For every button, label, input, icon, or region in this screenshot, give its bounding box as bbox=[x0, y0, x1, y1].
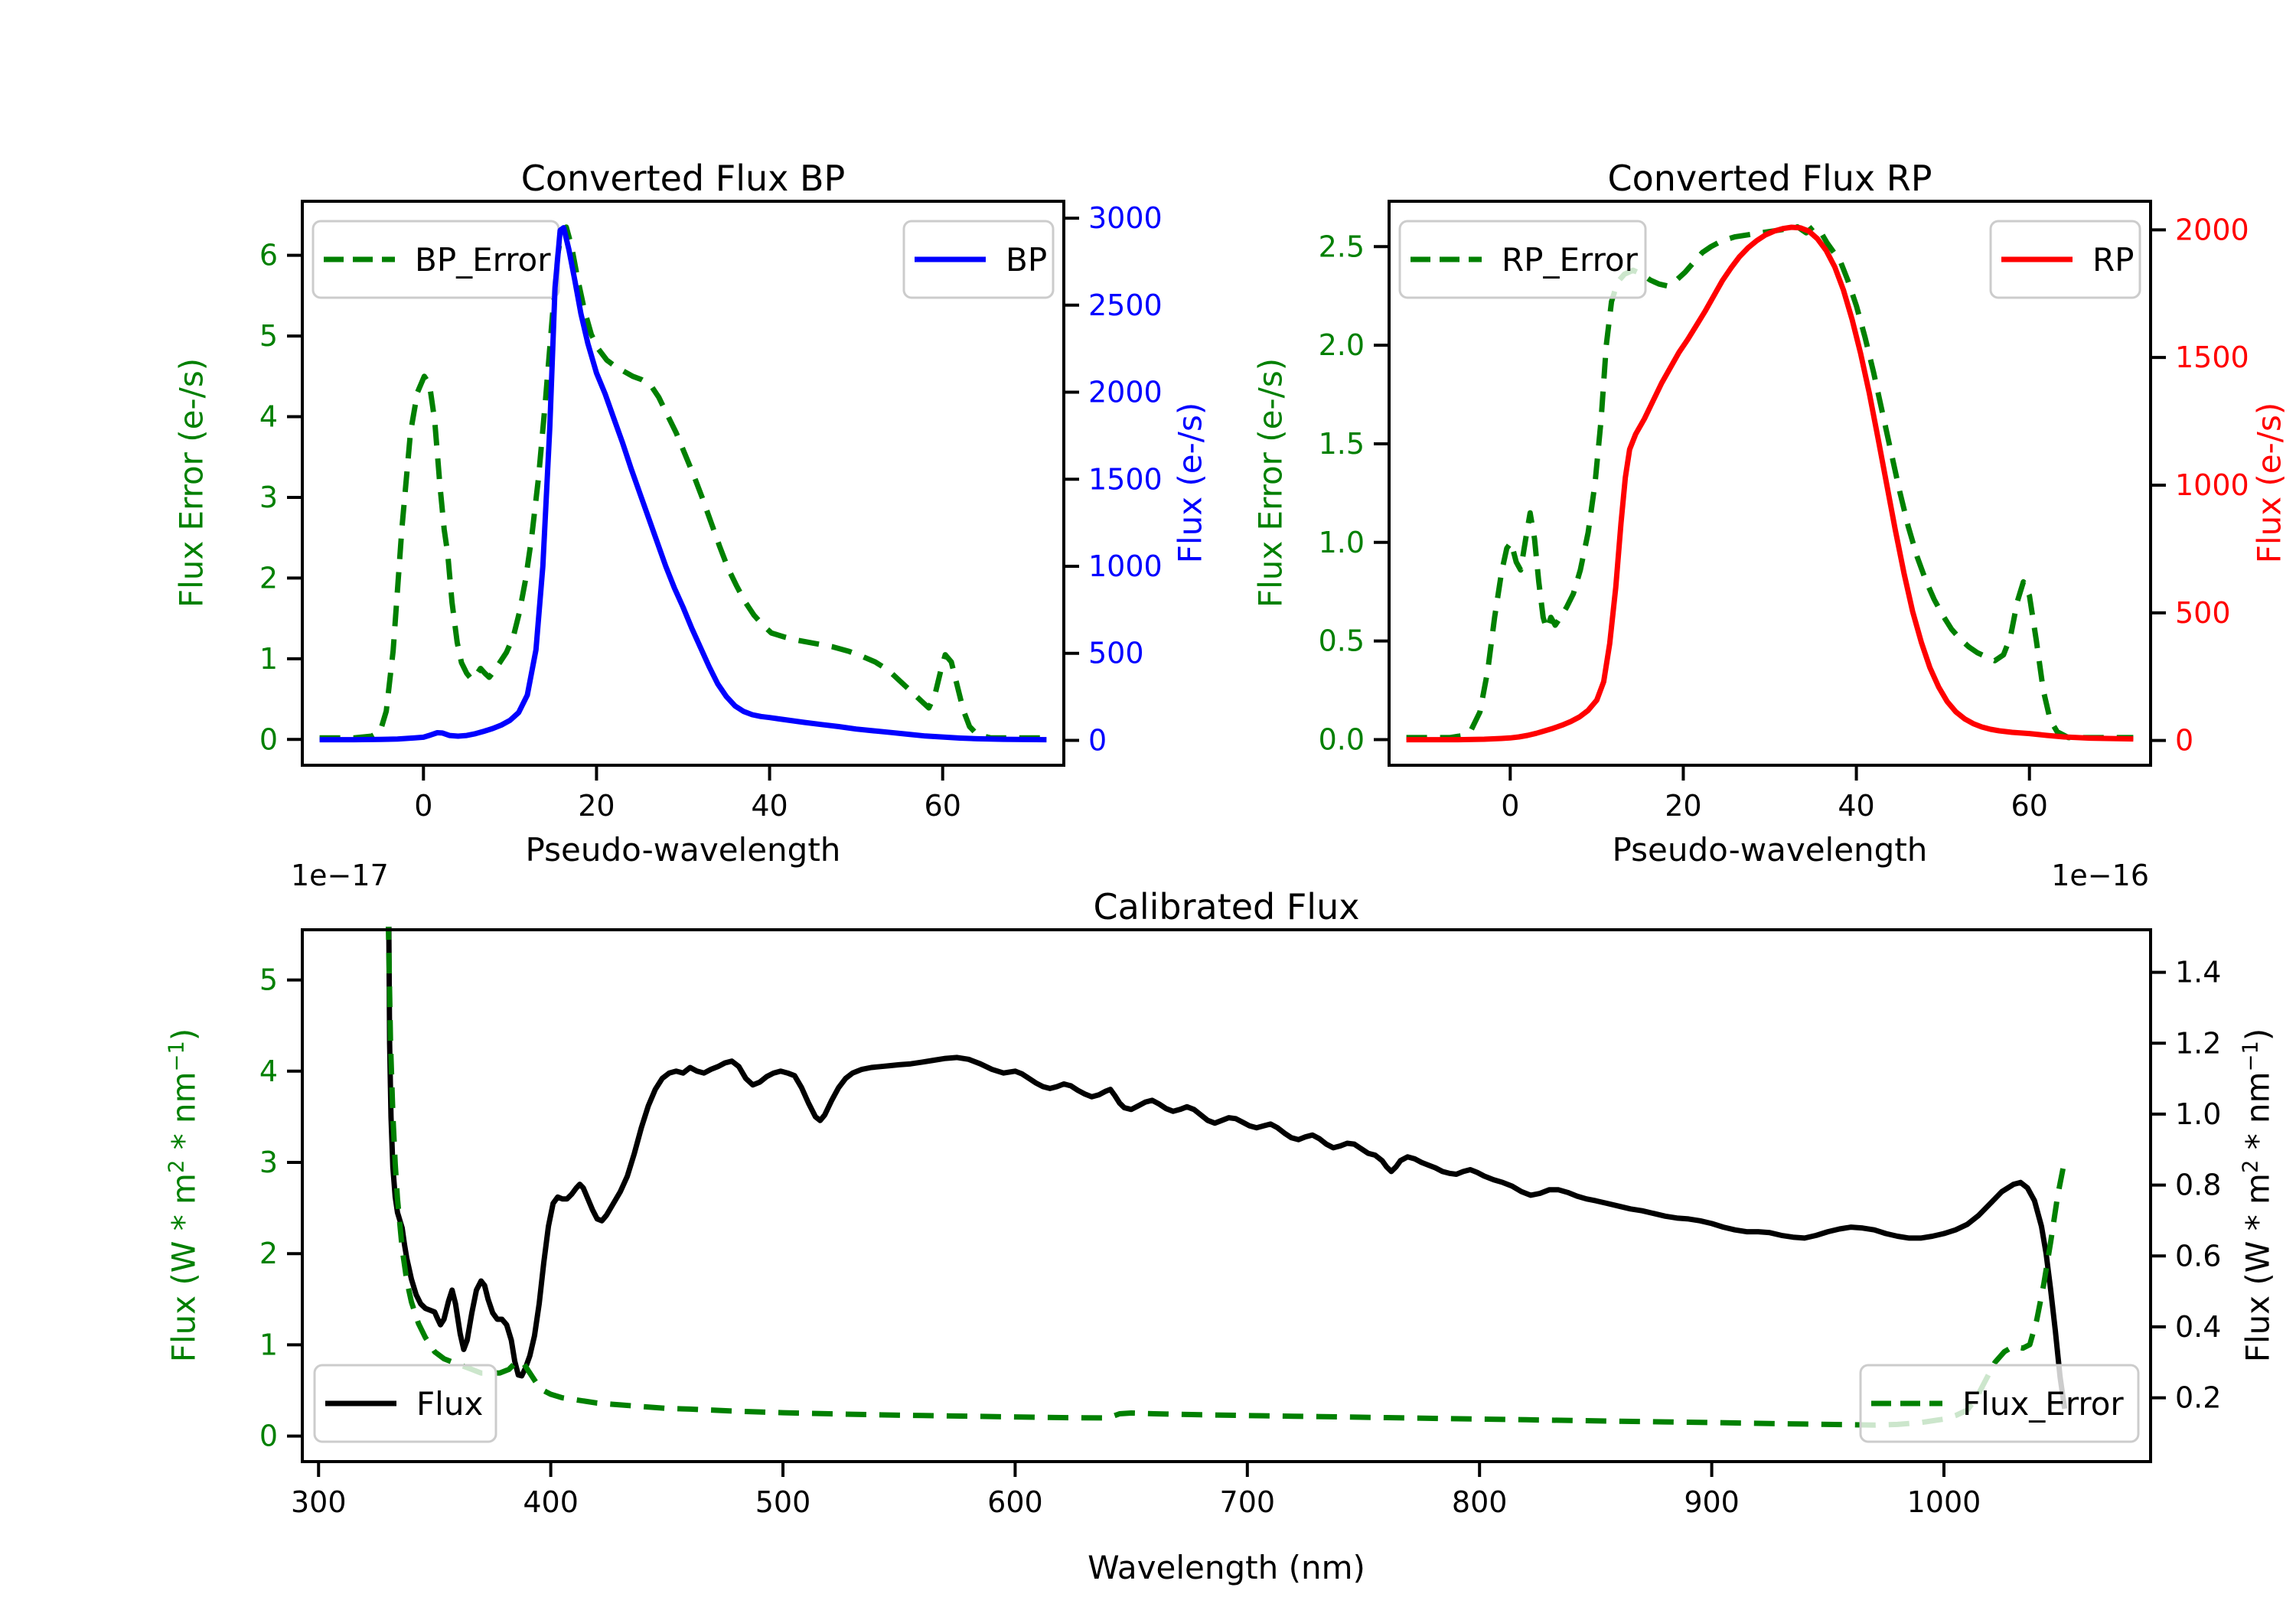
bp-curve bbox=[319, 225, 1047, 743]
tick-label: 5 bbox=[259, 319, 278, 353]
rp-error-legend: RP_Error bbox=[1398, 220, 1647, 299]
tick-label: 1.2 bbox=[2175, 1026, 2221, 1060]
bp-legend: BP bbox=[902, 220, 1055, 299]
bp-ylabel-left: Flux Error (e-/s) bbox=[172, 357, 210, 608]
tick-label: 1500 bbox=[1088, 462, 1163, 496]
tick-label: 60 bbox=[925, 789, 961, 823]
cal-right-offset: 1e−16 bbox=[2051, 859, 2149, 892]
tick-label: 1000 bbox=[1907, 1485, 1981, 1519]
flux-error-legend: Flux_Error bbox=[1859, 1364, 2140, 1443]
tick-label: 800 bbox=[1452, 1485, 1508, 1519]
tick-label: 1.0 bbox=[1319, 526, 1365, 559]
tick-label: 3 bbox=[259, 1146, 278, 1179]
rp-ticks: 0 20 40 60 0.0 0.5 1.0 1.5 2.0 2.5 0 500 1000 1500 200… bbox=[1319, 213, 2249, 823]
tick-label: 6 bbox=[259, 239, 278, 272]
tick-label: 1500 bbox=[2175, 341, 2249, 374]
cal-ylabel-left: Flux (W * m2 * nm−1) bbox=[165, 1028, 203, 1363]
bp-title: Converted Flux BP bbox=[520, 158, 846, 199]
tick-label: 40 bbox=[751, 789, 788, 823]
tick-label: 60 bbox=[2011, 789, 2048, 823]
cal-ylabel-right: Flux (W * m2 * nm−1) bbox=[2239, 1028, 2277, 1363]
bp-ylabel-right: Flux (e-/s) bbox=[1171, 402, 1209, 564]
rp-ylabel-right: Flux (e-/s) bbox=[2250, 402, 2288, 564]
tick-label: 0 bbox=[414, 789, 432, 823]
tick-label: 0.6 bbox=[2175, 1239, 2221, 1273]
cal-chart: 300 400 500 600 700 800 900 1000 0 1 2 3 4 5 0.2 0.4 0.6… bbox=[259, 927, 2221, 1519]
bp-xlabel: Pseudo-wavelength bbox=[525, 831, 841, 869]
tick-label: 0.5 bbox=[1319, 624, 1365, 658]
cal-ticks: 300 400 500 600 700 800 900 1000 0 1 2 3 4 5 0.2 0.4 0.6… bbox=[259, 956, 2222, 1519]
legend-label: Flux_Error bbox=[1962, 1385, 2124, 1423]
tick-label: 0.2 bbox=[2175, 1381, 2221, 1415]
tick-label: 1000 bbox=[1088, 549, 1163, 583]
legend-label: Flux bbox=[416, 1385, 483, 1423]
rp-chart: 0 20 40 60 0.0 0.5 1.0 1.5 2.0 2.5 0 500 1000 1500 200… bbox=[1319, 200, 2249, 823]
flux-error-curve bbox=[385, 927, 2068, 1428]
tick-label: 500 bbox=[755, 1485, 811, 1519]
tick-label: 500 bbox=[2175, 596, 2231, 630]
bp-error-legend: BP_Error bbox=[311, 220, 560, 299]
bp-error-curve bbox=[319, 224, 1047, 741]
tick-label: 1000 bbox=[2175, 468, 2249, 502]
tick-label: 2.5 bbox=[1319, 230, 1365, 263]
tick-label: 600 bbox=[987, 1485, 1043, 1519]
tick-label: 4 bbox=[259, 400, 278, 434]
tick-label: 300 bbox=[291, 1485, 347, 1519]
tick-label: 40 bbox=[1838, 789, 1874, 823]
cal-axes-spines bbox=[301, 928, 2152, 1463]
rp-title: Converted Flux RP bbox=[1607, 158, 1932, 199]
tick-label: 0 bbox=[259, 1420, 278, 1453]
rp-curve bbox=[1406, 224, 2134, 743]
tick-label: 20 bbox=[578, 789, 615, 823]
legend-label: RP_Error bbox=[1502, 241, 1639, 279]
tick-label: 1 bbox=[259, 642, 278, 676]
tick-label: 0.8 bbox=[2175, 1169, 2221, 1202]
tick-label: 0.0 bbox=[1319, 723, 1365, 757]
tick-label: 1.0 bbox=[2175, 1097, 2221, 1131]
flux-legend: Flux bbox=[313, 1364, 497, 1443]
tick-label: 20 bbox=[1665, 789, 1701, 823]
tick-label: 1.5 bbox=[1319, 427, 1365, 461]
tick-label: 0 bbox=[1088, 723, 1107, 757]
rp-xlabel: Pseudo-wavelength bbox=[1612, 831, 1928, 869]
tick-label: 2500 bbox=[1088, 288, 1163, 322]
tick-label: 0.4 bbox=[2175, 1310, 2221, 1344]
tick-label: 3000 bbox=[1088, 201, 1163, 235]
tick-label: 500 bbox=[1088, 637, 1144, 670]
tick-label: 2 bbox=[259, 1237, 278, 1270]
cal-title: Calibrated Flux bbox=[1093, 886, 1360, 927]
rp-legend: RP bbox=[1989, 220, 2141, 299]
tick-label: 1.4 bbox=[2175, 956, 2221, 989]
legend-label: BP_Error bbox=[415, 241, 551, 279]
tick-label: 0 bbox=[2175, 724, 2193, 758]
tick-label: 400 bbox=[523, 1485, 579, 1519]
tick-label: 2000 bbox=[2175, 213, 2249, 246]
bp-axes-spines bbox=[301, 200, 1065, 767]
tick-label: 3 bbox=[259, 481, 278, 514]
legend-label: BP bbox=[1006, 241, 1047, 279]
rp-error-curve bbox=[1406, 224, 2134, 741]
tick-label: 0 bbox=[259, 722, 278, 756]
flux-curve bbox=[386, 927, 2068, 1410]
tick-label: 2000 bbox=[1088, 376, 1163, 409]
cal-xlabel: Wavelength (nm) bbox=[1088, 1549, 1365, 1586]
tick-label: 900 bbox=[1684, 1485, 1740, 1519]
rp-ylabel-left: Flux Error (e-/s) bbox=[1251, 357, 1290, 608]
tick-label: 5 bbox=[259, 963, 278, 997]
tick-label: 0 bbox=[1501, 789, 1519, 823]
tick-label: 1 bbox=[259, 1328, 278, 1361]
tick-label: 2 bbox=[259, 561, 278, 595]
tick-label: 700 bbox=[1220, 1485, 1276, 1519]
bp-chart: 0 20 40 600123456050010001500200025003000BP… bbox=[259, 200, 1163, 823]
legend-label: RP bbox=[2092, 241, 2135, 279]
rp-axes-spines bbox=[1388, 200, 2152, 767]
tick-label: 2.0 bbox=[1319, 328, 1365, 362]
cal-left-offset: 1e−17 bbox=[291, 859, 389, 892]
tick-label: 4 bbox=[259, 1054, 278, 1088]
